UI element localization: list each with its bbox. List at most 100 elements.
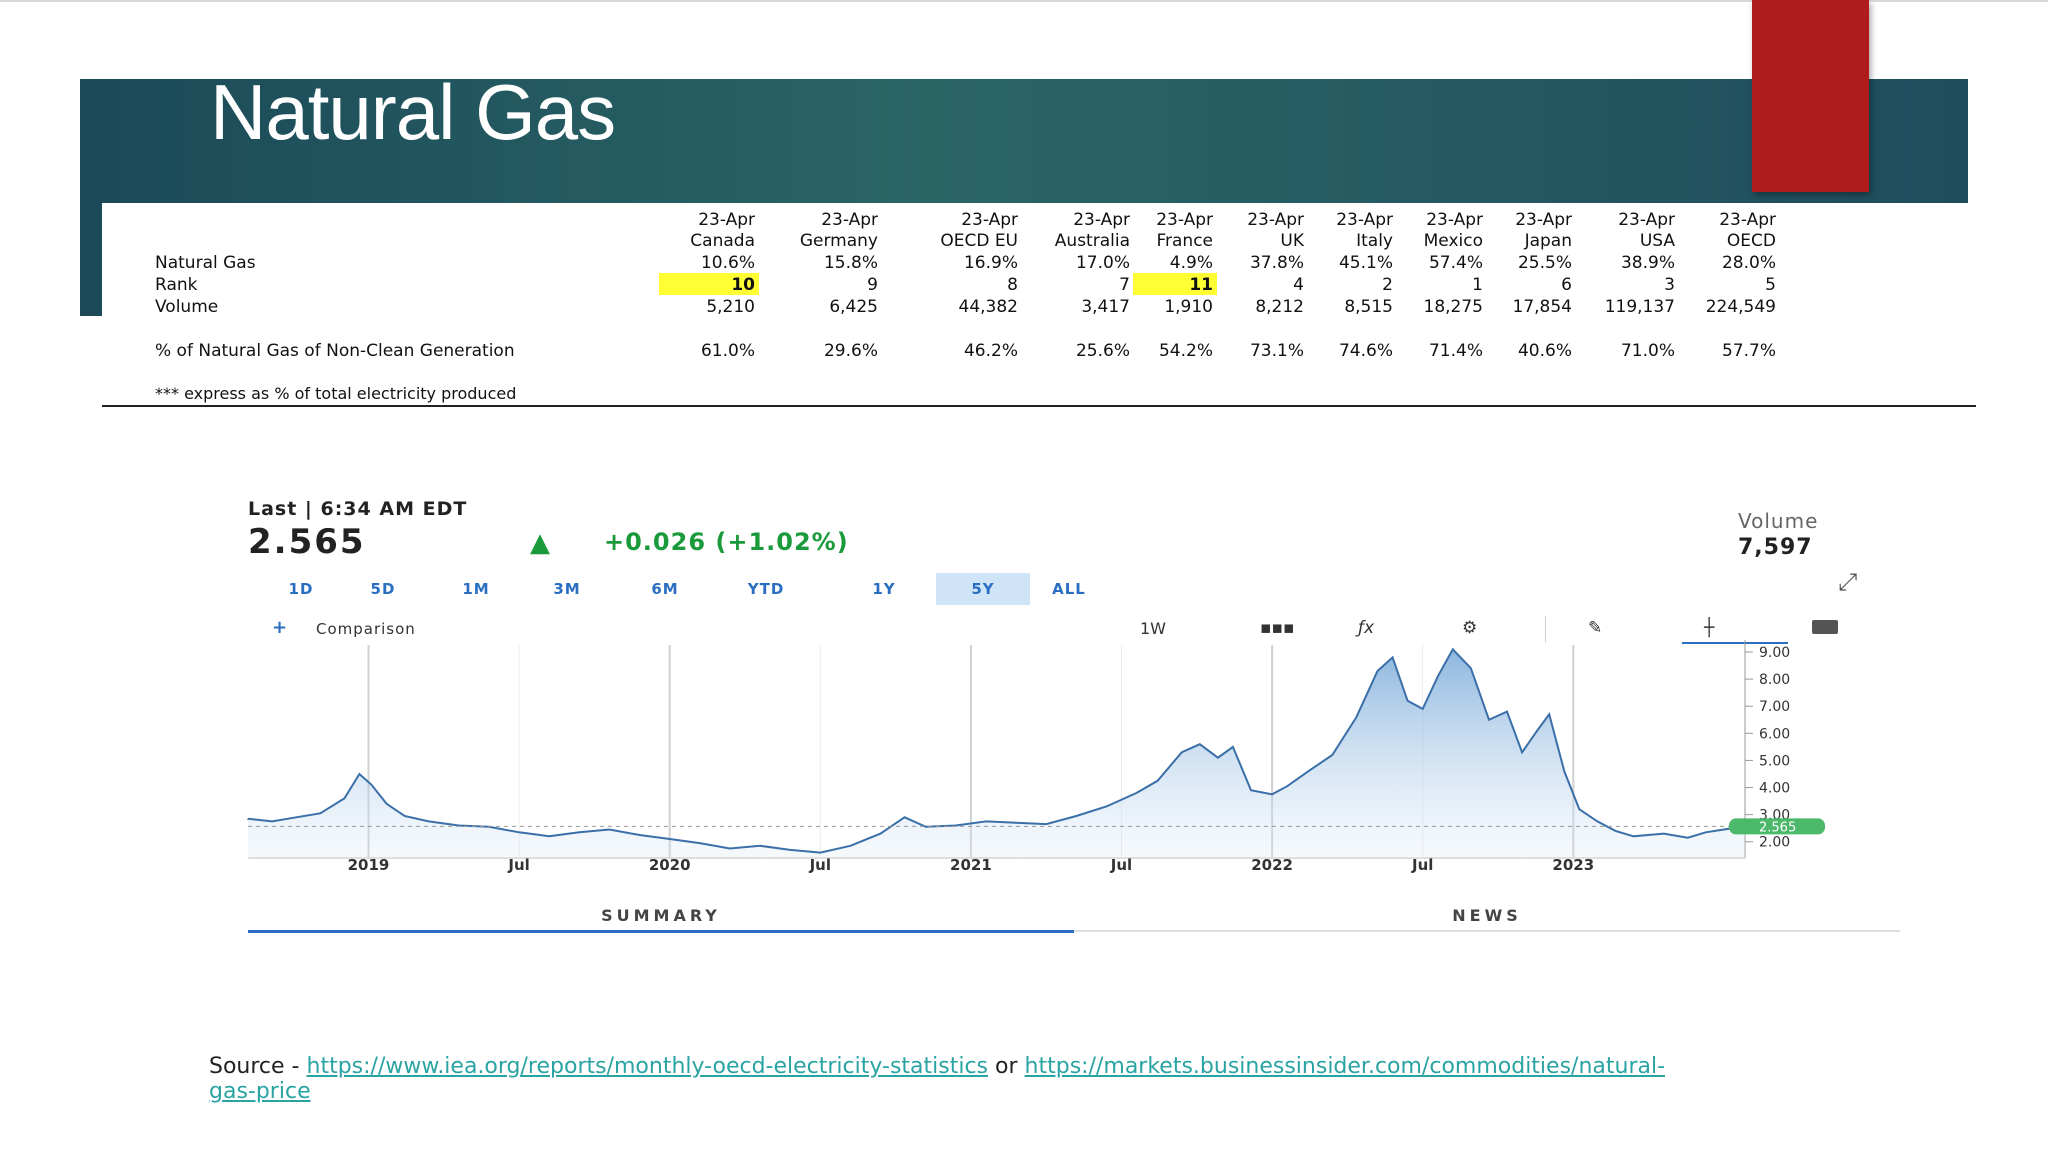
table-cell-non_clean: 71.0%: [1620, 341, 1675, 361]
range-tab-5d[interactable]: 5D: [370, 580, 396, 598]
range-tab-1d[interactable]: 1D: [288, 580, 314, 598]
table-cell-date: 23-Apr: [698, 210, 755, 230]
quote-change: +0.026 (+1.02%): [604, 528, 849, 556]
range-tab-1y[interactable]: 1Y: [872, 580, 896, 598]
range-tab-6m[interactable]: 6M: [651, 580, 679, 598]
bottom-tab-summary[interactable]: SUMMARY: [248, 902, 1074, 933]
table-cell-date: 23-Apr: [1515, 210, 1572, 230]
source-joiner: or: [988, 1054, 1025, 1079]
table-cell-date: 23-Apr: [1618, 210, 1675, 230]
range-tab-1m[interactable]: 1M: [462, 580, 490, 598]
y-tick-label: 7.00: [1759, 699, 1790, 715]
price-line: [247, 647, 1746, 854]
table-cell-rank: 7: [1119, 275, 1130, 295]
x-tick-label: 2023: [1552, 856, 1594, 874]
table-cell-rank: 6: [1561, 275, 1572, 295]
table-cell-volume: 119,137: [1604, 297, 1675, 317]
table-cell-rank: 8: [1007, 275, 1018, 295]
table-cell-share: 16.9%: [963, 253, 1018, 273]
table-cell-country: France: [1156, 231, 1213, 251]
y-tick-label: 2.00: [1759, 835, 1790, 851]
table-cell-volume: 224,549: [1705, 297, 1776, 317]
table-cell-country: Canada: [690, 231, 755, 251]
y-tick-label: 6.00: [1759, 726, 1790, 742]
x-tick-label: 2021: [950, 856, 992, 874]
table-cell-share: 37.8%: [1249, 253, 1304, 273]
range-tab-all[interactable]: ALL: [1052, 580, 1086, 598]
table-cell-country: UK: [1280, 231, 1304, 251]
crosshair-icon[interactable]: ┼: [1704, 618, 1715, 638]
table-cell-non_clean: 46.2%: [963, 341, 1018, 361]
interval-button[interactable]: 1W: [1140, 619, 1166, 638]
table-cell-share: 38.9%: [1620, 253, 1675, 273]
quote-price: 2.565: [248, 522, 366, 562]
banner-left-accent: [80, 203, 102, 316]
table-cell-non_clean: 61.0%: [700, 341, 755, 361]
x-tick-label: 2022: [1251, 856, 1293, 874]
comparison-button[interactable]: Comparison: [316, 620, 416, 638]
table-cell-rank: 5: [1765, 275, 1776, 295]
table-cell-share: 4.9%: [1169, 253, 1213, 273]
x-tick-label: Jul: [1110, 856, 1132, 874]
table-cell-volume: 8,515: [1344, 297, 1393, 317]
table-cell-date: 23-Apr: [821, 210, 878, 230]
bottom-tab-news[interactable]: NEWS: [1074, 902, 1900, 932]
table-divider: [102, 405, 1976, 407]
source-prefix: Source -: [209, 1054, 307, 1079]
volume-value: 7,597: [1738, 535, 1813, 560]
range-tab-ytd[interactable]: YTD: [747, 580, 785, 598]
gear-icon[interactable]: ⚙: [1462, 618, 1478, 638]
table-cell-country: OECD: [1726, 231, 1776, 251]
table-cell-rank: 9: [867, 275, 878, 295]
title-banner: [80, 79, 1968, 203]
table-cell-non_clean: 73.1%: [1249, 341, 1304, 361]
toolbar-divider: [1545, 616, 1546, 642]
plus-icon[interactable]: +: [272, 617, 288, 638]
source-link-businessinsider[interactable]: https://markets.businessinsider.com/comm…: [209, 1054, 1666, 1104]
table-cell-date: 23-Apr: [1426, 210, 1483, 230]
y-tick-label: 8.00: [1759, 672, 1790, 688]
x-tick-label: 2020: [649, 856, 691, 874]
source-link-iea[interactable]: https://www.iea.org/reports/monthly-oecd…: [306, 1054, 989, 1079]
table-cell-volume: 3,417: [1081, 297, 1130, 317]
row-label-rank: Rank: [155, 275, 198, 295]
table-cell-non_clean: 54.2%: [1158, 341, 1213, 361]
up-arrow-icon: ▲: [530, 528, 550, 558]
pencil-icon[interactable]: ✎: [1588, 618, 1603, 638]
table-cell-non_clean: 71.4%: [1428, 341, 1483, 361]
row-label-volume: Volume: [155, 297, 219, 317]
table-cell-date: 23-Apr: [1156, 210, 1213, 230]
table-cell-volume: 18,275: [1423, 297, 1483, 317]
table-cell-date: 23-Apr: [1073, 210, 1130, 230]
x-tick-label: Jul: [1411, 856, 1433, 874]
rank-highlight: [659, 273, 759, 295]
range-tab-5y[interactable]: 5Y: [936, 573, 1030, 605]
electricity-table: Natural Gas Rank Volume % of Natural Gas…: [0, 0, 2048, 420]
table-cell-share: 17.0%: [1075, 253, 1130, 273]
table-cell-non_clean: 40.6%: [1517, 341, 1572, 361]
red-accent-tab: [1752, 0, 1869, 192]
range-tab-3m[interactable]: 3M: [553, 580, 581, 598]
price-area: [248, 649, 1745, 858]
volume-label: Volume: [1738, 509, 1819, 533]
y-tick-label: 5.00: [1759, 753, 1790, 769]
table-cell-share: 45.1%: [1338, 253, 1393, 273]
table-cell-date: 23-Apr: [1247, 210, 1304, 230]
table-cell-volume: 6,425: [829, 297, 878, 317]
rank-highlight: [1133, 273, 1217, 295]
table-cell-volume: 8,212: [1255, 297, 1304, 317]
table-cell-rank: 3: [1664, 275, 1675, 295]
camera-icon[interactable]: [1812, 620, 1838, 634]
top-rule: [0, 0, 2048, 2]
current-price-tag: [1729, 818, 1825, 835]
function-icon[interactable]: ƒx: [1358, 618, 1375, 638]
table-cell-share: 15.8%: [823, 253, 878, 273]
expand-icon[interactable]: ⤢: [1838, 568, 1858, 596]
candles-icon[interactable]: ▪▪▪: [1260, 618, 1295, 638]
table-cell-country: Australia: [1054, 231, 1130, 251]
table-cell-date: 23-Apr: [1336, 210, 1393, 230]
table-cell-volume: 44,382: [958, 297, 1018, 317]
